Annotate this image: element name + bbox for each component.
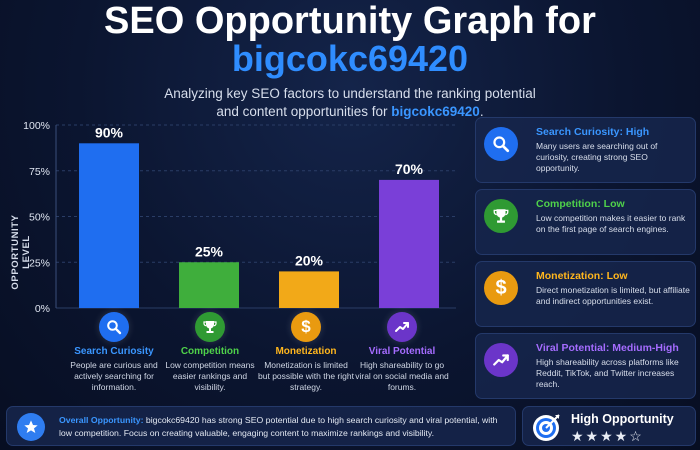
bar-value-label: 25%	[195, 243, 224, 259]
bar-3	[379, 179, 439, 308]
magnifier-icon	[484, 127, 518, 161]
trend-up-icon	[387, 312, 417, 342]
y-tick-label: 0%	[35, 303, 50, 313]
subtitle: Analyzing key SEO factors to understand …	[0, 85, 700, 120]
factor-card-viral-potential: Viral Potential: Medium-High High sharea…	[475, 333, 696, 399]
factor-card-competition: Competition: Low Low competition makes i…	[475, 189, 696, 255]
rating-title: High Opportunity	[571, 412, 674, 426]
category-desc: People are curious and actively searchin…	[70, 360, 158, 393]
factor-card-title: Competition: Low	[536, 198, 625, 210]
subtitle-line-1: Analyzing key SEO factors to understand …	[164, 86, 536, 101]
subtitle-prefix: and content opportunities for	[216, 103, 392, 119]
factor-card-desc: High shareability across platforms like …	[536, 357, 679, 390]
category-desc: Monetization is limited but possible wit…	[258, 360, 354, 393]
factor-card-desc: Many users are searching out of curiosit…	[536, 141, 658, 174]
trend-up-icon	[484, 343, 518, 377]
page-title: SEO Opportunity Graph for bigcokc69420	[0, 2, 700, 77]
factor-card-desc: Low competition makes it easier to rank …	[536, 213, 686, 235]
y-tick-label: 50%	[29, 212, 50, 224]
trophy-icon	[484, 199, 518, 233]
opportunity-rating: High Opportunity ★★★★☆	[522, 406, 696, 446]
subtitle-suffix: .	[479, 103, 484, 119]
factor-card-desc: Direct monetization is limited, but affi…	[536, 285, 690, 307]
category-name: Monetization	[275, 346, 337, 357]
category-name: Viral Potential	[368, 346, 436, 357]
bar-0	[79, 143, 139, 308]
factor-card-search-curiosity: Search Curiosity: High Many users are se…	[475, 117, 696, 183]
factor-card-monetization: $ Monetization: Low Direct monetization …	[475, 261, 696, 327]
category-desc: High shareability to go viral on social …	[355, 360, 449, 393]
star-icon	[17, 413, 45, 441]
chart-panel: 0% 25% 50% 75% 100% 90% 25% 20% 70% OPPORTUNITY …	[4, 113, 466, 397]
y-tick-label: 25%	[29, 257, 50, 269]
y-tick-label: 75%	[29, 166, 50, 178]
bar-2	[279, 271, 339, 308]
title-line-1: SEO Opportunity Graph for	[104, 0, 596, 42]
trophy-icon	[195, 312, 225, 342]
summary-label: Overall Opportunity:	[59, 415, 144, 425]
factor-card-title: Viral Potential: Medium-High	[536, 342, 679, 354]
category-monetization: $ Monetization Monetization is limited b…	[258, 312, 354, 393]
bar-value-label: 90%	[95, 124, 124, 140]
y-axis-label: OPPORTUNITY LEVEL	[10, 214, 32, 290]
magnifier-icon	[99, 312, 129, 342]
dollar-icon: $	[291, 312, 321, 342]
summary-body: bigcokc69420 has strong SEO potential du…	[59, 415, 498, 438]
rating-stars: ★★★★☆	[571, 428, 644, 444]
category-competition: Competition Low competition means easier…	[162, 312, 258, 393]
category-desc: Low competition means easier rankings an…	[165, 360, 255, 393]
subtitle-line-2: and content opportunities for bigcokc694…	[0, 103, 700, 121]
category-viral-potential: Viral Potential High shareability to go …	[354, 312, 450, 393]
target-icon	[531, 411, 563, 448]
bar-chart: 0% 25% 50% 75% 100% 90% 25% 20% 70%	[23, 120, 456, 313]
overall-opportunity-summary: Overall Opportunity: bigcokc69420 has st…	[6, 406, 516, 446]
summary-text: Overall Opportunity: bigcokc69420 has st…	[59, 414, 511, 439]
bar-value-label: 70%	[395, 161, 424, 177]
category-name: Competition	[180, 346, 240, 357]
dollar-icon: $	[484, 271, 518, 305]
factor-card-title: Search Curiosity: High	[536, 126, 650, 138]
y-tick-label: 100%	[23, 120, 50, 132]
bar-value-label: 20%	[295, 252, 324, 268]
subtitle-highlight: bigcokc69420	[391, 103, 480, 119]
title-line-2: bigcokc69420	[231, 37, 469, 79]
bar-1	[179, 262, 239, 308]
category-search-curiosity: Search Curiosity People are curious and …	[66, 312, 162, 393]
category-name: Search Curiosity	[74, 346, 154, 357]
factor-card-title: Monetization: Low	[536, 270, 628, 282]
